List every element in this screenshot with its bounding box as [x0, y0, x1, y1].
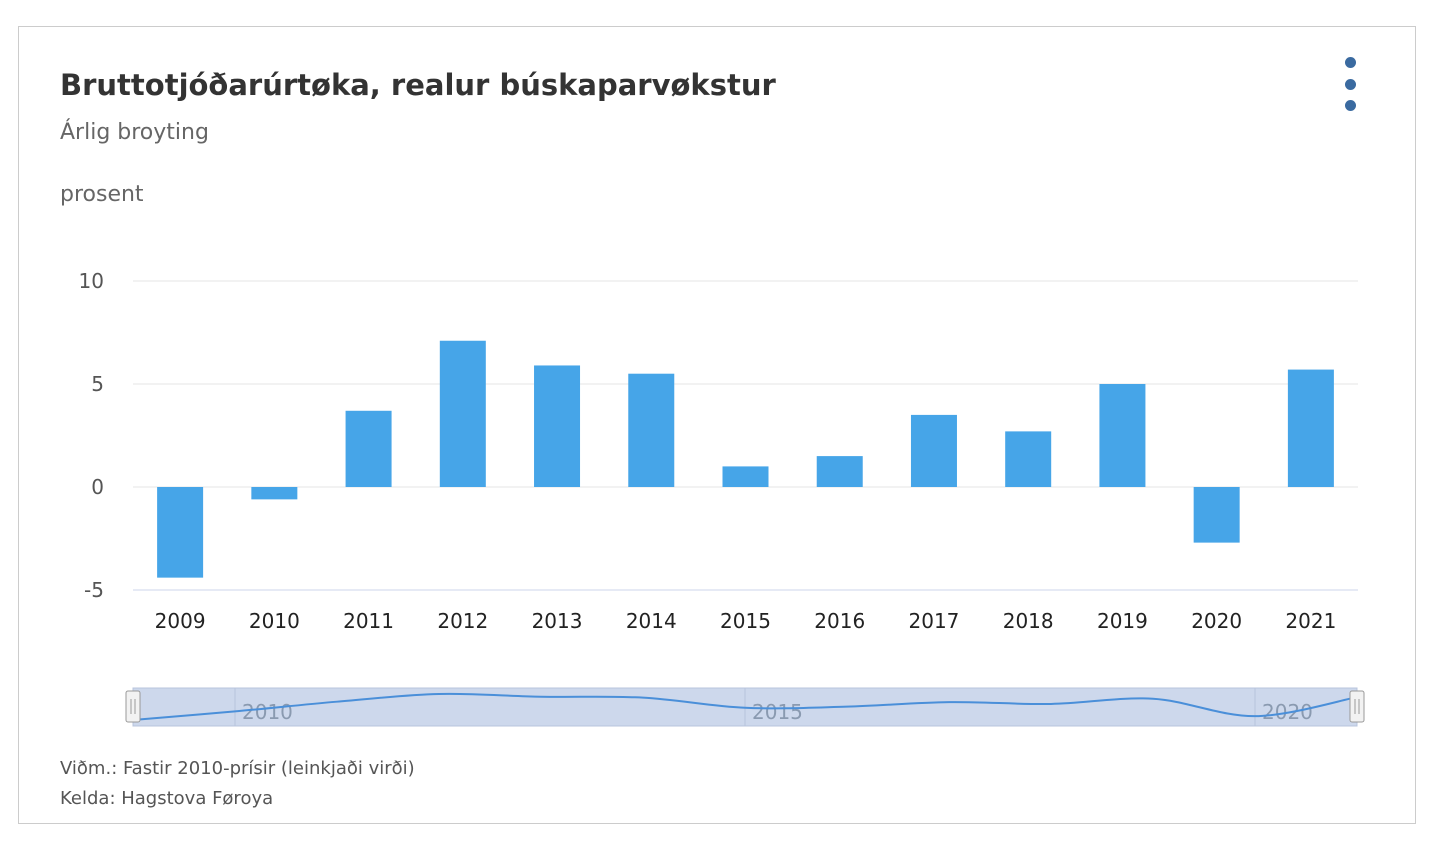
y-axis-ticks: -5 0 5 10 [79, 269, 104, 602]
bar [251, 487, 298, 500]
footer-source: Kelda: Hagstova Føroya [60, 788, 274, 809]
bar [157, 487, 204, 578]
kebab-menu-icon[interactable] [1336, 54, 1364, 116]
x-tick-label: 2010 [249, 609, 300, 633]
y-tick-label: 5 [91, 372, 104, 396]
x-tick-label: 2020 [1191, 609, 1242, 633]
bar [345, 410, 392, 487]
bars [157, 340, 1334, 578]
x-tick-label: 2018 [1003, 609, 1054, 633]
navigator-handle[interactable] [125, 690, 141, 723]
x-tick-label: 2013 [532, 609, 583, 633]
menu-dot [1345, 57, 1356, 68]
bar [534, 365, 581, 487]
x-tick-label: 2014 [626, 609, 677, 633]
bar [1099, 384, 1146, 487]
bar [1005, 431, 1052, 487]
menu-dot [1345, 100, 1356, 111]
bar [439, 340, 486, 487]
bar [1193, 487, 1240, 543]
bar [1287, 369, 1334, 487]
x-axis-ticks: 2009 2010 2011 2012 2013 2014 2015 2016 2017 2018… [155, 609, 1337, 633]
gridlines [133, 280, 1358, 591]
x-tick-label: 2016 [814, 609, 865, 633]
chart-subtitle: Árlig broyting [60, 120, 209, 145]
bar [910, 414, 957, 487]
x-tick-label: 2021 [1285, 609, 1336, 633]
chart-title: Bruttotjóðarúrtøka, realur búskaparvøkst… [60, 68, 776, 102]
menu-dot [1345, 79, 1356, 90]
x-tick-label: 2009 [155, 609, 206, 633]
footer-note: Viðm.: Fastir 2010-prísir (leinkjaði vir… [60, 758, 415, 779]
navigator-handle[interactable] [1349, 690, 1365, 723]
bar [816, 456, 863, 487]
y-axis-unit-label: prosent [60, 182, 144, 207]
navigator-year-label: 2015 [752, 700, 803, 724]
x-tick-label: 2011 [343, 609, 394, 633]
x-tick-label: 2017 [909, 609, 960, 633]
y-tick-label: 0 [91, 475, 104, 499]
y-tick-label: 10 [79, 269, 104, 293]
range-navigator[interactable]: 2010 2015 2020 [125, 687, 1365, 727]
x-tick-label: 2019 [1097, 609, 1148, 633]
navigator-year-label: 2010 [242, 700, 293, 724]
y-tick-label: -5 [84, 578, 104, 602]
x-tick-label: 2015 [720, 609, 771, 633]
x-tick-label: 2012 [437, 609, 488, 633]
bar [722, 466, 769, 487]
navigator-series-line [132, 692, 1358, 721]
bar [628, 373, 675, 487]
